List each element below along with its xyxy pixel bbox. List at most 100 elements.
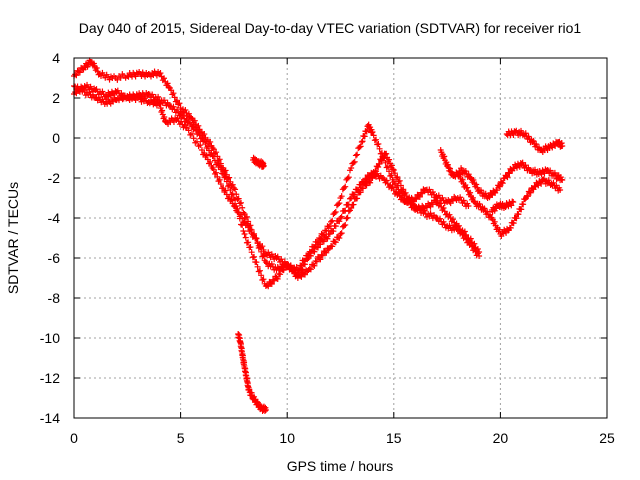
series-track-b [71, 57, 483, 274]
data-point [330, 228, 337, 235]
y-tick-label: 4 [52, 50, 60, 66]
data-point [469, 194, 476, 201]
data-point [323, 249, 330, 256]
data-point [241, 231, 248, 237]
data-point [342, 183, 349, 190]
data-point [248, 249, 255, 256]
data-point [476, 200, 483, 207]
data-point [326, 223, 333, 229]
data-point [557, 187, 564, 193]
data-point [203, 152, 210, 159]
data-point [297, 272, 304, 279]
data-point [317, 256, 324, 263]
data-point [262, 407, 269, 413]
data-point [375, 164, 382, 171]
data-point [409, 198, 416, 205]
data-point [255, 268, 262, 275]
data-point [253, 235, 260, 242]
data-point [523, 192, 530, 199]
data-point [441, 153, 448, 160]
data-point [429, 189, 436, 195]
data-point [358, 139, 365, 145]
data-point [320, 232, 327, 239]
data-point [293, 264, 300, 271]
data-point [450, 216, 457, 223]
data-point [515, 211, 522, 218]
data-point [440, 205, 447, 211]
data-point [243, 213, 250, 220]
data-point [476, 253, 483, 259]
data-point [462, 168, 469, 175]
data-point [481, 205, 488, 212]
data-point [524, 193, 531, 200]
data-point [76, 69, 83, 76]
data-point [323, 228, 330, 234]
data-point [161, 75, 168, 82]
data-point [375, 140, 382, 147]
data-point [495, 183, 502, 189]
x-tick-label: 0 [70, 430, 78, 446]
data-point [504, 174, 511, 181]
data-point [233, 191, 240, 198]
data-point [343, 215, 350, 222]
data-point [185, 110, 192, 117]
data-point [348, 205, 355, 211]
data-point [238, 199, 245, 206]
data-point [388, 162, 395, 169]
x-tick-label: 10 [279, 430, 295, 446]
data-point [359, 138, 366, 145]
data-point [357, 143, 364, 150]
data-point [222, 167, 229, 174]
y-tick-label: -14 [40, 410, 60, 426]
data-point [262, 259, 269, 265]
data-point [239, 204, 246, 211]
data-point [274, 275, 281, 282]
data-point [260, 246, 267, 253]
data-point [319, 231, 326, 238]
data-point [216, 156, 223, 163]
data-point [161, 114, 168, 120]
data-point [494, 187, 501, 194]
data-point [522, 130, 529, 137]
data-point [188, 115, 195, 121]
data-point [253, 259, 260, 266]
data-point [258, 272, 265, 279]
data-point [213, 149, 220, 156]
data-point [310, 262, 317, 269]
data-point [216, 176, 223, 183]
y-tick-label: -10 [40, 330, 60, 346]
data-point [178, 118, 185, 125]
y-tick-label: 2 [52, 90, 60, 106]
data-point [352, 152, 359, 159]
data-point [156, 101, 163, 107]
data-point [226, 174, 233, 181]
data-point [268, 281, 275, 288]
data-point [229, 181, 236, 188]
data-point [234, 196, 241, 203]
data-point [419, 190, 426, 197]
data-point [397, 182, 404, 189]
data-point [357, 189, 364, 196]
data-point [243, 220, 250, 227]
data-point [344, 214, 351, 221]
data-point [332, 239, 339, 246]
data-point [300, 270, 307, 277]
data-point [508, 202, 515, 209]
data-point [306, 265, 313, 272]
data-point [175, 101, 182, 108]
y-tick-label: 0 [52, 130, 60, 146]
data-point [251, 232, 258, 239]
data-point [350, 159, 357, 166]
data-point [259, 243, 266, 250]
data-point [464, 184, 471, 191]
data-point [499, 180, 506, 187]
y-tick-label: -12 [40, 370, 60, 386]
data-point [86, 89, 93, 96]
data-point [337, 215, 344, 221]
data-point [239, 215, 246, 222]
data-point [273, 275, 280, 281]
data-point [181, 121, 188, 128]
data-point [174, 115, 181, 122]
data-point [222, 187, 229, 194]
data-point [197, 142, 204, 149]
